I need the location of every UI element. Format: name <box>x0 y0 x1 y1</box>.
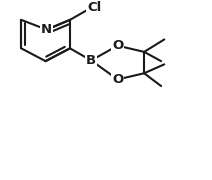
Text: Cl: Cl <box>87 1 102 14</box>
Text: B: B <box>86 54 96 67</box>
Text: N: N <box>41 23 52 36</box>
Text: O: O <box>112 73 123 86</box>
Text: O: O <box>112 39 123 52</box>
